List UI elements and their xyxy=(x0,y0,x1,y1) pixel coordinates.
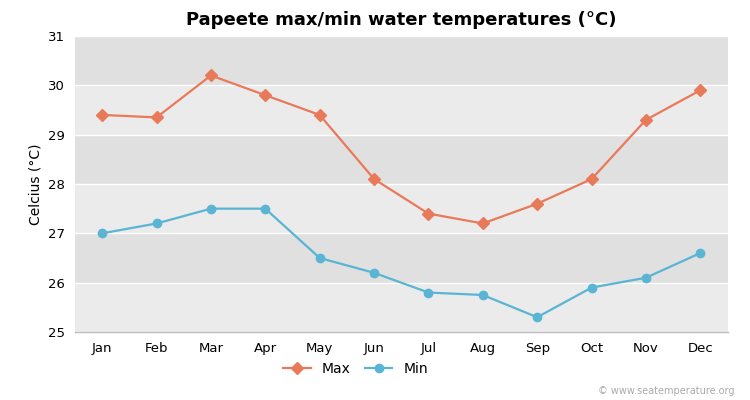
Bar xyxy=(75,36,728,85)
Legend: Max, Min: Max, Min xyxy=(278,356,434,381)
Text: © www.seatemperature.org: © www.seatemperature.org xyxy=(598,386,735,396)
Title: Papeete max/min water temperatures (°C): Papeete max/min water temperatures (°C) xyxy=(186,11,616,29)
Bar xyxy=(75,135,728,184)
Bar xyxy=(75,184,728,233)
Bar xyxy=(75,85,728,135)
Bar xyxy=(75,283,728,332)
Bar xyxy=(75,233,728,283)
Y-axis label: Celcius (°C): Celcius (°C) xyxy=(28,143,43,225)
